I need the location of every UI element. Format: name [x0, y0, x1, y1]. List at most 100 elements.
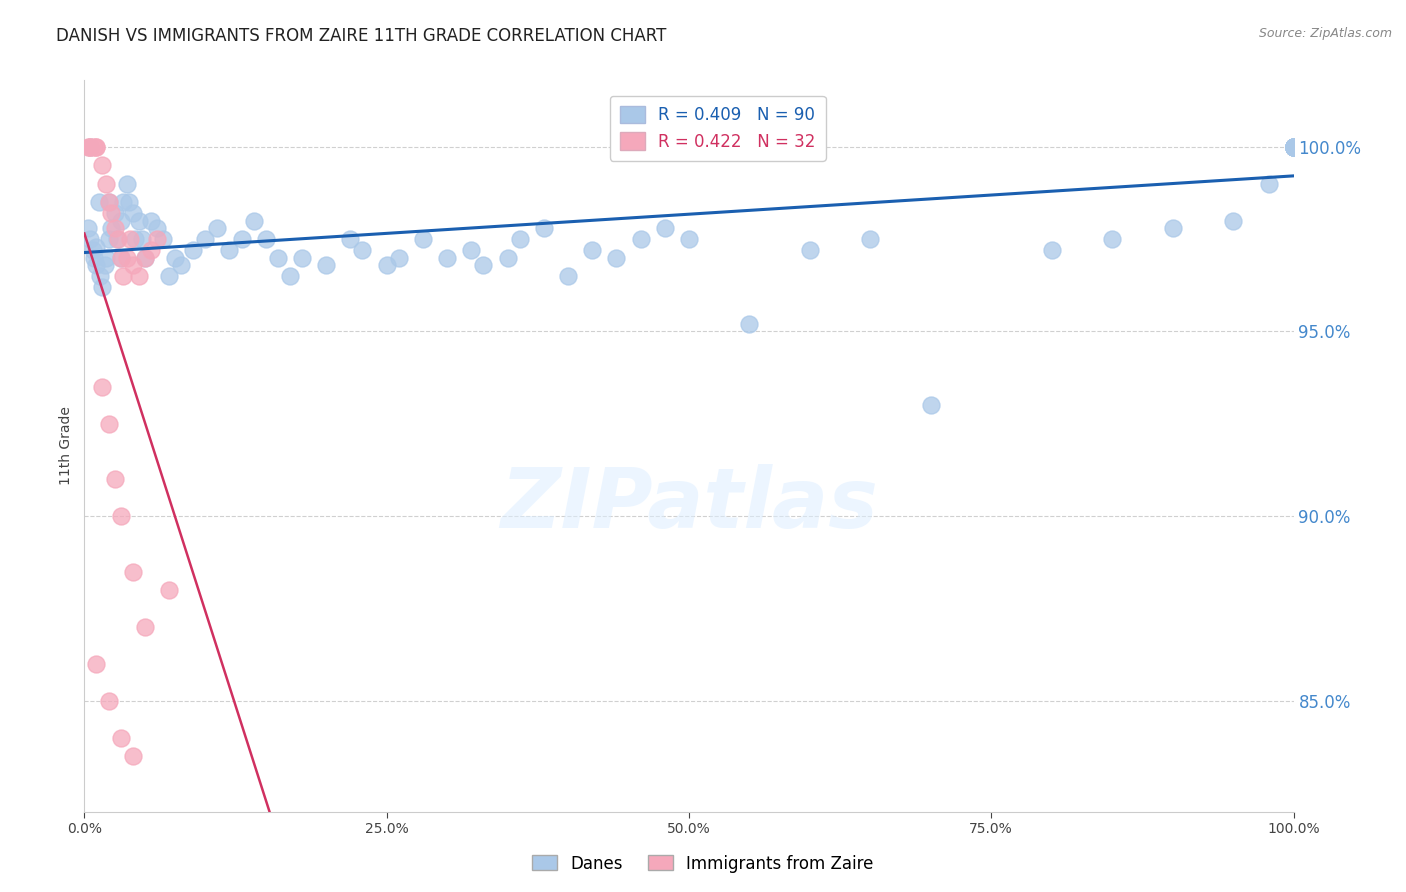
Point: [678, 232, 700, 246]
Point: [118, 195, 141, 210]
Point: [267, 251, 290, 265]
Point: [79, 140, 101, 154]
Point: [83, 251, 105, 265]
Point: [104, 221, 127, 235]
Point: [86, 657, 108, 671]
Point: [1282, 140, 1305, 154]
Point: [121, 206, 143, 220]
Point: [77, 140, 100, 154]
Point: [121, 749, 143, 764]
Point: [139, 244, 162, 258]
Text: ZIPatlas: ZIPatlas: [501, 464, 877, 545]
Point: [134, 251, 156, 265]
Point: [86, 140, 108, 154]
Point: [97, 195, 120, 210]
Point: [112, 268, 135, 283]
Point: [375, 258, 398, 272]
Point: [83, 140, 105, 154]
Point: [181, 244, 204, 258]
Point: [388, 251, 411, 265]
Point: [412, 232, 434, 246]
Point: [1222, 213, 1244, 227]
Point: [79, 140, 101, 154]
Point: [128, 268, 150, 283]
Point: [218, 244, 240, 258]
Point: [77, 221, 100, 235]
Point: [105, 232, 128, 246]
Point: [472, 258, 495, 272]
Point: [1282, 140, 1305, 154]
Point: [91, 380, 114, 394]
Point: [82, 244, 104, 258]
Point: [97, 195, 120, 210]
Point: [100, 221, 122, 235]
Point: [654, 221, 676, 235]
Point: [100, 206, 122, 220]
Point: [242, 213, 264, 227]
Point: [97, 417, 120, 431]
Point: [94, 258, 117, 272]
Point: [1282, 140, 1305, 154]
Point: [1161, 221, 1184, 235]
Point: [278, 268, 301, 283]
Point: [157, 583, 180, 598]
Point: [165, 251, 187, 265]
Point: [352, 244, 374, 258]
Point: [94, 251, 117, 265]
Point: [115, 177, 138, 191]
Point: [110, 251, 132, 265]
Legend: Danes, Immigrants from Zaire: Danes, Immigrants from Zaire: [526, 848, 880, 880]
Point: [1282, 140, 1305, 154]
Point: [157, 268, 180, 283]
Text: DANISH VS IMMIGRANTS FROM ZAIRE 11TH GRADE CORRELATION CHART: DANISH VS IMMIGRANTS FROM ZAIRE 11TH GRA…: [56, 27, 666, 45]
Point: [120, 232, 142, 246]
Point: [124, 232, 146, 246]
Point: [509, 232, 531, 246]
Point: [104, 206, 127, 220]
Point: [87, 195, 110, 210]
Point: [79, 232, 101, 246]
Point: [1282, 140, 1305, 154]
Point: [110, 509, 132, 524]
Point: [315, 258, 337, 272]
Point: [738, 317, 761, 331]
Point: [1282, 140, 1305, 154]
Point: [1040, 244, 1063, 258]
Point: [97, 232, 120, 246]
Point: [104, 472, 127, 486]
Point: [557, 268, 579, 283]
Point: [170, 258, 193, 272]
Point: [131, 232, 153, 246]
Point: [1282, 140, 1305, 154]
Point: [79, 140, 101, 154]
Point: [91, 280, 114, 294]
Point: [121, 565, 143, 579]
Point: [1282, 140, 1305, 154]
Point: [1282, 140, 1305, 154]
Point: [231, 232, 253, 246]
Point: [194, 232, 217, 246]
Point: [291, 251, 314, 265]
Point: [94, 177, 117, 191]
Point: [460, 244, 482, 258]
Point: [115, 251, 138, 265]
Point: [859, 232, 882, 246]
Point: [86, 140, 108, 154]
Point: [605, 251, 627, 265]
Point: [436, 251, 458, 265]
Point: [86, 258, 108, 272]
Point: [146, 232, 169, 246]
Point: [97, 694, 120, 708]
Point: [254, 232, 277, 246]
Point: [139, 213, 162, 227]
Point: [110, 213, 132, 227]
Legend: R = 0.409   N = 90, R = 0.422   N = 32: R = 0.409 N = 90, R = 0.422 N = 32: [610, 96, 825, 161]
Point: [86, 239, 108, 253]
Point: [110, 251, 132, 265]
Point: [1282, 140, 1305, 154]
Point: [107, 232, 129, 246]
Point: [1258, 177, 1281, 191]
Point: [1101, 232, 1123, 246]
Point: [799, 244, 821, 258]
Point: [1282, 140, 1305, 154]
